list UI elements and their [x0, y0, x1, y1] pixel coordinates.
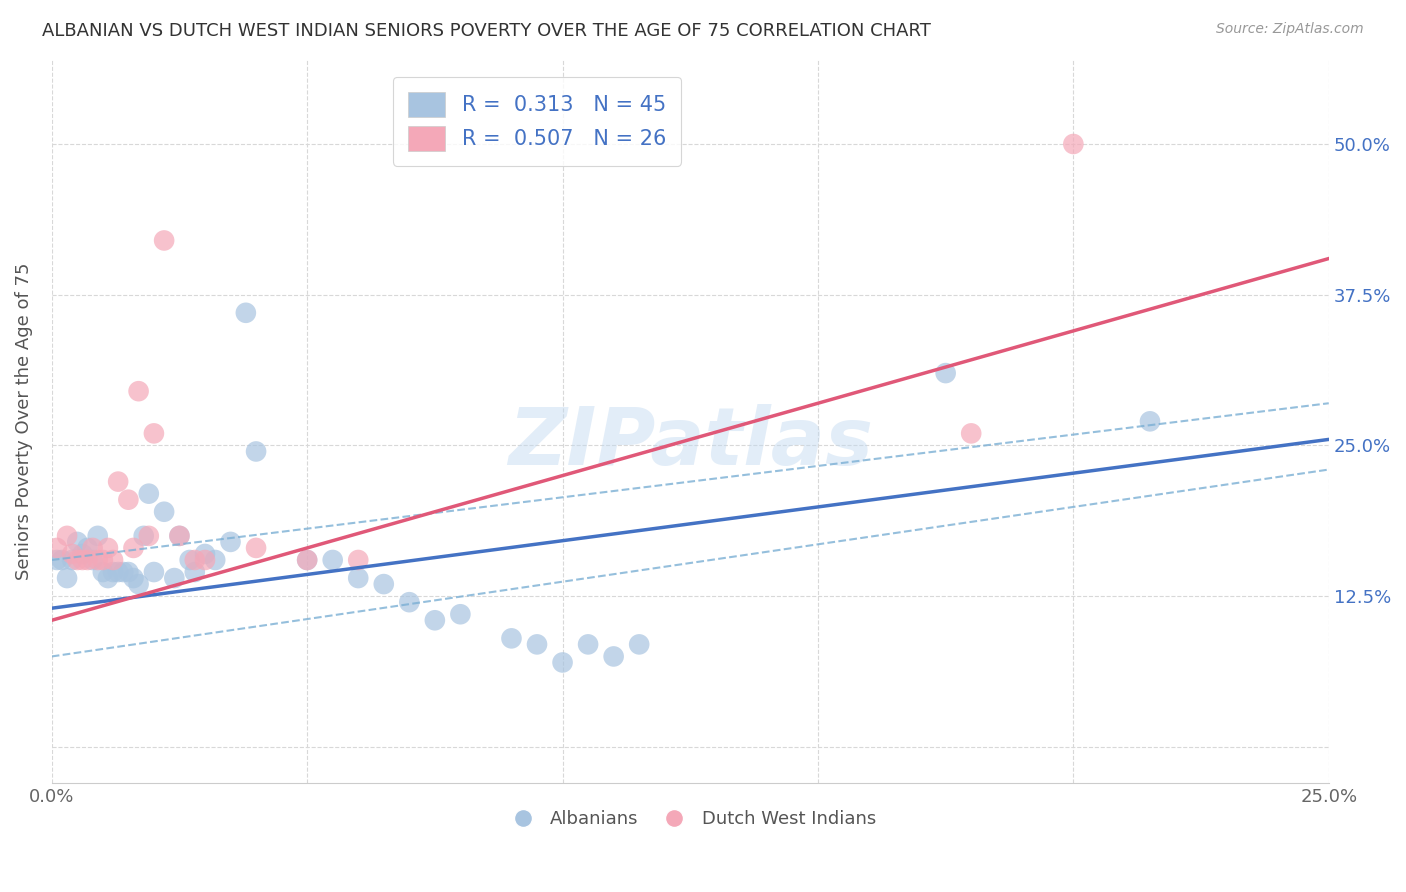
Point — [526, 637, 548, 651]
Point — [91, 553, 114, 567]
Text: ALBANIAN VS DUTCH WEST INDIAN SENIORS POVERTY OVER THE AGE OF 75 CORRELATION CHA: ALBANIAN VS DUTCH WEST INDIAN SENIORS PO… — [42, 22, 931, 40]
Point — [72, 553, 94, 567]
Point — [60, 553, 83, 567]
Point — [153, 234, 176, 248]
Point — [245, 444, 267, 458]
Point — [91, 565, 114, 579]
Point — [501, 632, 523, 646]
Point — [1062, 136, 1084, 151]
Point — [194, 547, 217, 561]
Point — [101, 553, 124, 567]
Point — [87, 529, 110, 543]
Point — [56, 529, 79, 543]
Point — [51, 553, 73, 567]
Point — [398, 595, 420, 609]
Point — [142, 426, 165, 441]
Point — [153, 505, 176, 519]
Legend: Albanians, Dutch West Indians: Albanians, Dutch West Indians — [498, 803, 883, 836]
Point — [194, 553, 217, 567]
Point — [132, 529, 155, 543]
Point — [122, 541, 145, 555]
Point — [138, 486, 160, 500]
Point — [101, 565, 124, 579]
Point — [347, 571, 370, 585]
Point — [117, 565, 139, 579]
Point — [122, 571, 145, 585]
Point — [245, 541, 267, 555]
Point — [423, 613, 446, 627]
Point — [179, 553, 201, 567]
Point — [219, 535, 242, 549]
Point — [112, 565, 135, 579]
Point — [295, 553, 318, 567]
Y-axis label: Seniors Poverty Over the Age of 75: Seniors Poverty Over the Age of 75 — [15, 262, 32, 580]
Point — [138, 529, 160, 543]
Point — [184, 565, 207, 579]
Point — [576, 637, 599, 651]
Point — [169, 529, 191, 543]
Point — [82, 541, 104, 555]
Point — [163, 571, 186, 585]
Point — [322, 553, 344, 567]
Point — [935, 366, 957, 380]
Point — [142, 565, 165, 579]
Point — [45, 553, 67, 567]
Point — [204, 553, 226, 567]
Point — [1139, 414, 1161, 428]
Text: Source: ZipAtlas.com: Source: ZipAtlas.com — [1216, 22, 1364, 37]
Point — [82, 553, 104, 567]
Point — [107, 475, 129, 489]
Point — [628, 637, 651, 651]
Point — [551, 656, 574, 670]
Point — [97, 571, 120, 585]
Point — [128, 577, 150, 591]
Text: ZIPatlas: ZIPatlas — [508, 404, 873, 482]
Point — [373, 577, 395, 591]
Point — [117, 492, 139, 507]
Point — [295, 553, 318, 567]
Point — [449, 607, 471, 622]
Point — [72, 547, 94, 561]
Point — [960, 426, 983, 441]
Point — [60, 547, 83, 561]
Point — [45, 541, 67, 555]
Point — [76, 541, 98, 555]
Point — [76, 553, 98, 567]
Point — [184, 553, 207, 567]
Point — [66, 553, 89, 567]
Point — [169, 529, 191, 543]
Point — [97, 541, 120, 555]
Point — [66, 535, 89, 549]
Point — [235, 306, 257, 320]
Point — [87, 553, 110, 567]
Point — [602, 649, 624, 664]
Point — [56, 571, 79, 585]
Point — [107, 565, 129, 579]
Point — [128, 384, 150, 399]
Point — [347, 553, 370, 567]
